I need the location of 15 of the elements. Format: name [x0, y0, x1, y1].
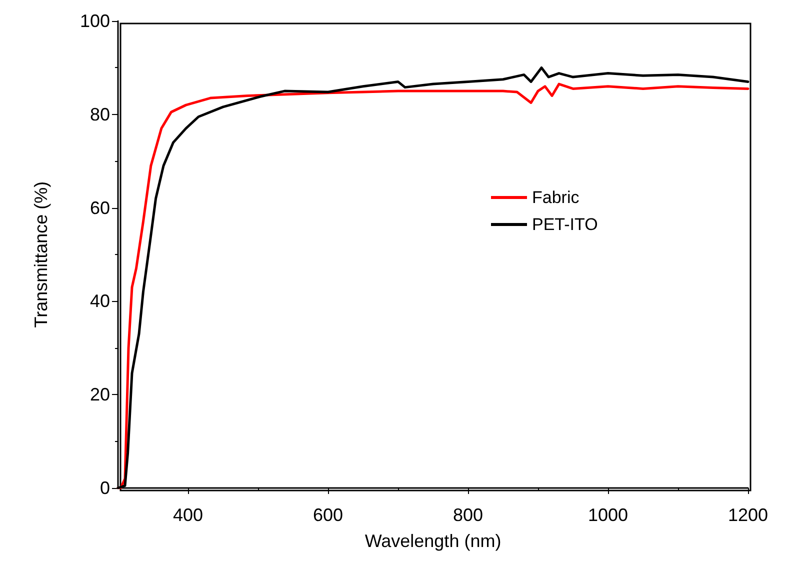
y-tick-label: 20: [90, 384, 110, 405]
y-tick-label: 100: [80, 11, 110, 31]
y-tick-label: 40: [90, 291, 110, 312]
y-axis-title: Transmittance (%): [31, 181, 51, 328]
legend-label: Fabric: [532, 188, 580, 207]
x-tick-label: 1000: [588, 505, 628, 525]
x-tick-label: 400: [172, 505, 204, 525]
y-tick-label: 60: [90, 198, 110, 218]
legend-label: PET-ITO: [532, 215, 598, 234]
x-tick-label: 1200: [728, 505, 768, 525]
x-axis-title: Wavelength (nm): [364, 531, 502, 551]
x-tick-label: 800: [452, 505, 484, 525]
y-tick-label: 0: [100, 478, 110, 498]
x-tick-label: 600: [312, 505, 344, 525]
y-tick-label: 80: [90, 104, 110, 124]
